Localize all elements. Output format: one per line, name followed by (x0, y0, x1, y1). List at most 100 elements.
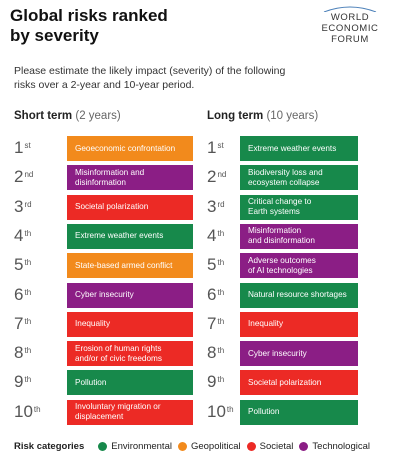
rank: 2nd (14, 167, 33, 187)
subtitle-line: Please estimate the likely impact (sever… (14, 65, 286, 77)
heading-period: (10 years) (266, 110, 319, 122)
risk-label: ecosystem collapse (248, 177, 320, 187)
risk-box: Pollution (240, 399, 358, 425)
rank: 3rd (14, 197, 32, 217)
risk-label: Societal polarization (248, 377, 322, 387)
risk-label: Involuntary migration or (75, 402, 161, 412)
subtitle-line: risks over a 2-year and 10-year period. (14, 79, 195, 91)
heading-term: Short term (14, 110, 73, 122)
rank: 2nd (207, 167, 226, 187)
risk-label: Inequality (75, 319, 111, 329)
rank-number: 8 (207, 343, 217, 363)
risk-label: Misinformation and (75, 167, 145, 177)
risk-box: Geoeconomic confrontation (67, 136, 193, 161)
rank-suffix: th (24, 287, 32, 297)
title: Global risks ranked by severity (10, 6, 168, 46)
rank-number: 1 (14, 138, 24, 157)
risk-label: and/or of civic freedoms (75, 353, 162, 363)
rank-number: 4 (207, 225, 217, 245)
subtitle: Please estimate the likely impact (sever… (14, 64, 285, 92)
risk-label: Inequality (248, 319, 284, 329)
risk-label: Adverse outcomes (248, 255, 316, 265)
risk-box: Misinformation and disinformation (240, 223, 358, 249)
rank-number: 7 (207, 313, 217, 333)
rank-suffix: nd (24, 170, 34, 180)
rank-number: 3 (14, 196, 24, 216)
risk-box: State-based armed conflict (67, 253, 193, 279)
rank-suffix: th (24, 228, 32, 238)
rank-number: 6 (207, 284, 217, 304)
risk-box: Extreme weather events (67, 223, 193, 249)
rank-number: 8 (14, 343, 24, 363)
legend-dot (246, 442, 256, 451)
rank: 4th (14, 226, 31, 246)
risk-box: Adverse outcomes of AI technologies (240, 253, 358, 279)
rank-suffix: nd (217, 170, 227, 180)
rank: 4th (207, 226, 224, 246)
risk-label: Biodiversity loss and (248, 167, 323, 177)
rank-number: 1 (207, 138, 217, 157)
legend-dot (299, 442, 309, 451)
rank-number: 2 (14, 167, 24, 187)
risk-box: Involuntary migration or displacement (67, 399, 193, 425)
legend-label: Environmental (111, 441, 172, 452)
risk-box: Biodiversity loss and ecosystem collapse (240, 165, 358, 191)
rank-suffix: th (24, 375, 32, 385)
risk-box: Inequality (240, 311, 358, 337)
rank-number: 10 (207, 401, 226, 421)
legend-label: Geopolitical (190, 441, 241, 452)
rank-suffix: th (217, 287, 225, 297)
risk-label: Misinformation (248, 226, 302, 236)
rank-number: 4 (14, 225, 24, 245)
risk-label: Cyber insecurity (75, 290, 134, 299)
risk-box: Pollution (67, 370, 193, 396)
legend-dot (98, 442, 108, 451)
rank: 5th (207, 255, 224, 275)
risk-label: Natural resource shortages (248, 290, 347, 299)
rank: 9th (14, 372, 31, 392)
title-line: by severity (10, 26, 99, 45)
rank-suffix: th (217, 228, 225, 238)
rank-suffix: th (217, 346, 225, 356)
risk-label: Earth systems (248, 207, 300, 217)
rank-number: 5 (14, 255, 24, 275)
rank: 10th (14, 402, 41, 422)
rank-suffix: th (33, 404, 41, 414)
rank-number: 9 (14, 372, 24, 392)
risk-box: Natural resource shortages (240, 282, 358, 308)
rank-number: 10 (14, 401, 33, 421)
rank: 6th (207, 285, 224, 305)
risk-label: Erosion of human rights (75, 343, 162, 353)
title-line: Global risks ranked (10, 6, 168, 25)
heading-period: (2 years) (75, 110, 121, 122)
rank-number: 9 (207, 372, 217, 392)
risk-box: Erosion of human rights and/or of civic f… (67, 341, 193, 367)
risk-label: Pollution (248, 407, 280, 417)
legend-label: Technological (312, 441, 370, 452)
rank-suffix: th (24, 316, 32, 326)
legend-title: Risk categories (14, 441, 85, 452)
risk-label: displacement (75, 412, 124, 422)
risk-box: Critical change to Earth systems (240, 194, 358, 220)
risk-label: of AI technologies (248, 265, 313, 275)
rank: 1st (207, 138, 224, 158)
logo-arc (323, 6, 377, 12)
risk-box: Cyber insecurity (67, 282, 193, 308)
rank: 6th (14, 285, 31, 305)
column-heading: Long term (10 years) (207, 110, 318, 122)
rank-number: 7 (14, 313, 24, 333)
risk-box: Cyber insecurity (240, 341, 358, 367)
risk-label: disinformation (75, 177, 126, 187)
legend-label: Societal (259, 441, 294, 452)
logo-line: WORLD (330, 12, 370, 23)
rank: 5th (14, 255, 31, 275)
rank: 3rd (207, 197, 225, 217)
logo-line: FORUM (331, 34, 369, 45)
risk-label: Cyber insecurity (248, 348, 307, 358)
rank: 10th (207, 402, 234, 422)
risk-box: Societal polarization (240, 370, 358, 396)
rank-suffix: th (24, 258, 32, 268)
rank-number: 5 (207, 255, 217, 275)
logo: WORLD ECONOMIC FORUM (312, 6, 388, 45)
